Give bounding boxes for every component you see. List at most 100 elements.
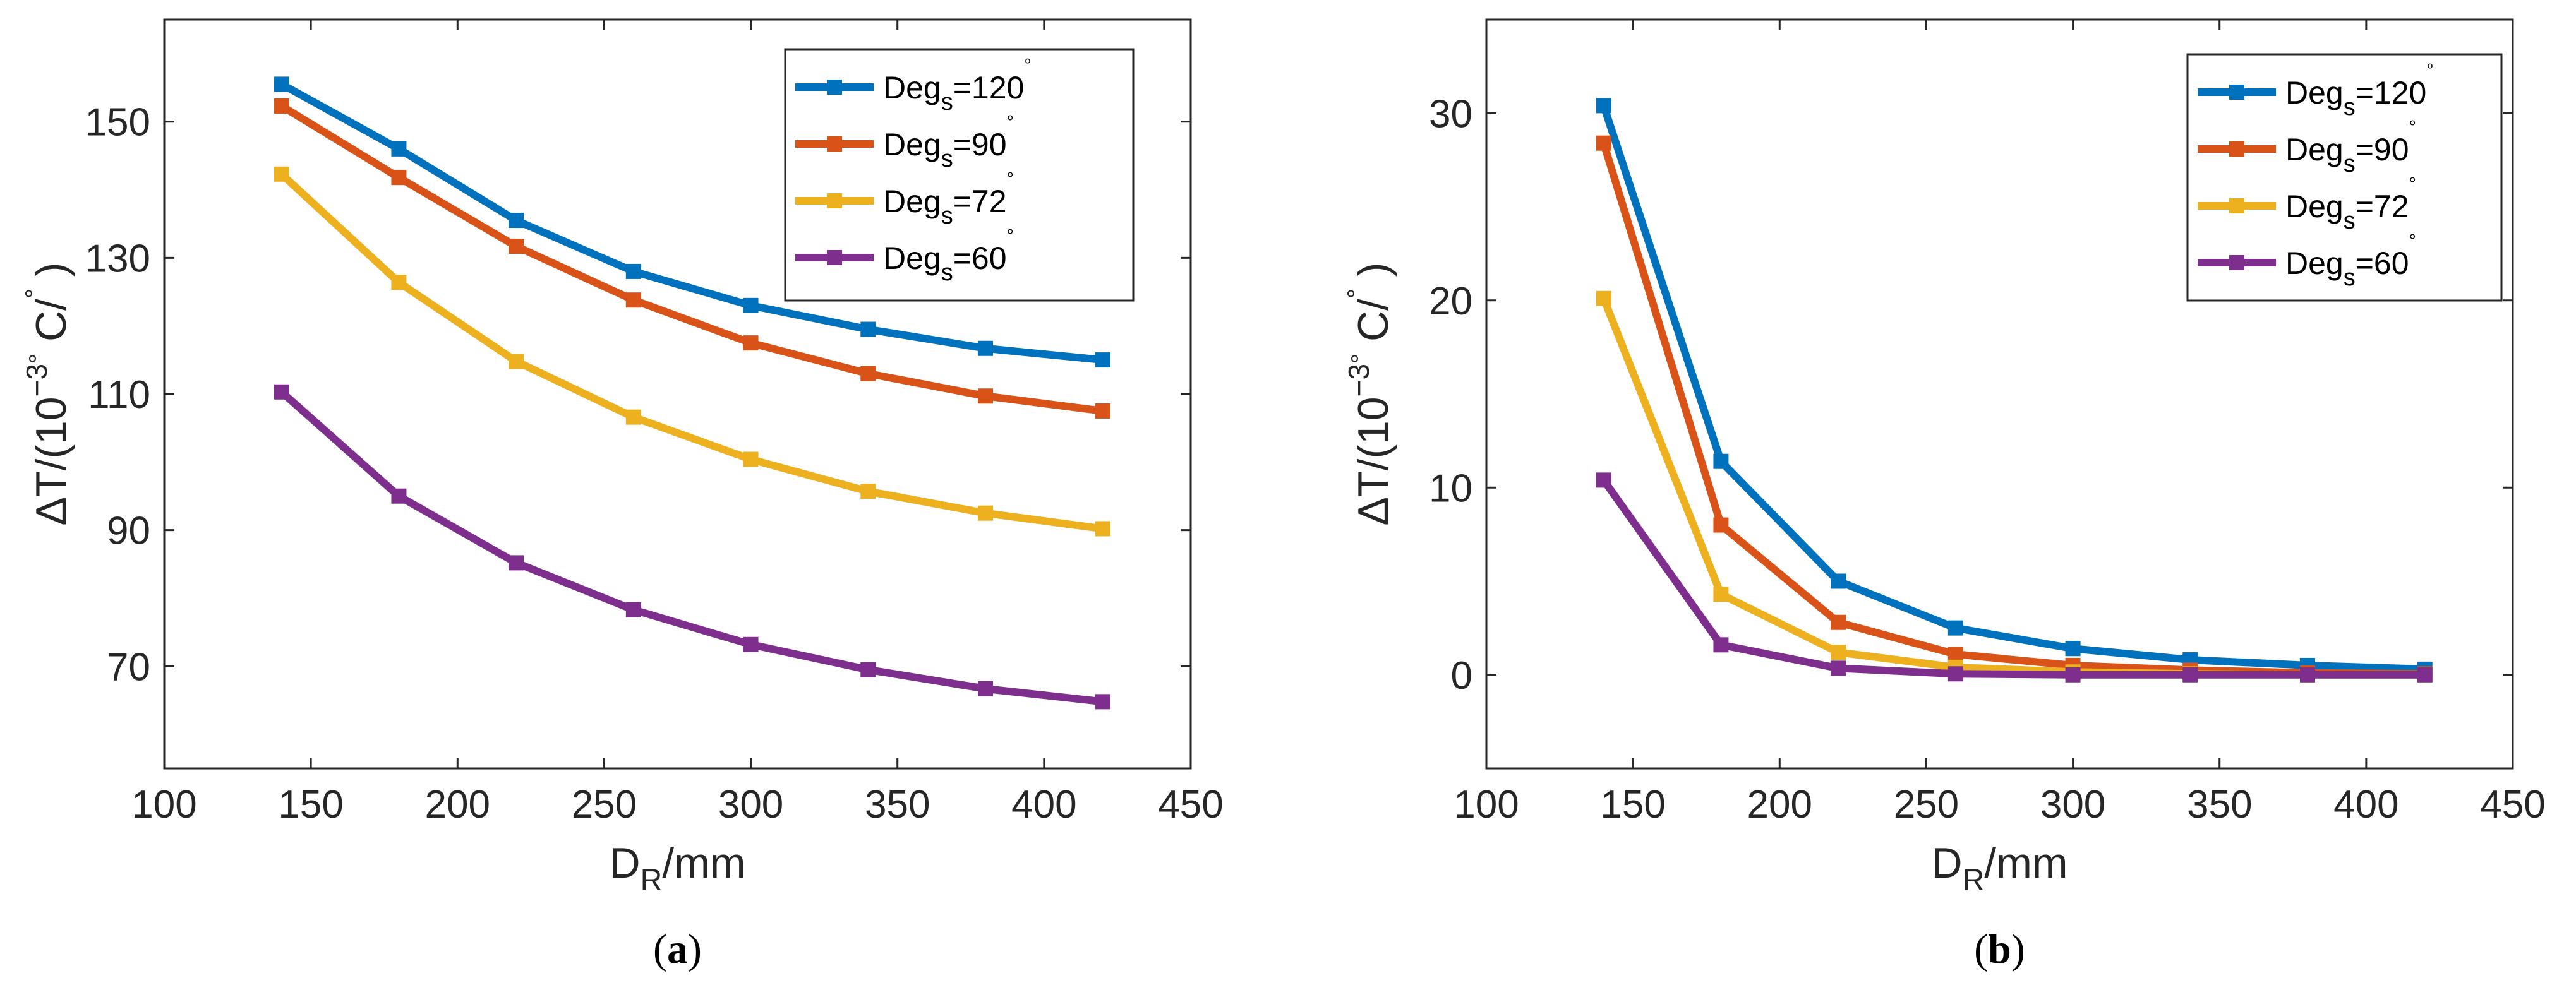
- y-label-base: ΔT/(10: [1349, 397, 1397, 525]
- y-tick-label: 150: [85, 101, 150, 145]
- caption-paren: (: [653, 926, 667, 972]
- x-tick-label: 450: [2480, 783, 2545, 826]
- legend-subscript: s: [941, 203, 953, 229]
- data-point-marker: [2065, 667, 2081, 683]
- caption-letter: a: [667, 926, 688, 972]
- data-point-marker: [860, 662, 876, 677]
- legend-entry-label: Degs=60°: [883, 225, 1014, 286]
- data-point-marker: [743, 297, 759, 313]
- series-line-60: [1600, 477, 2425, 679]
- data-point-marker: [978, 681, 993, 696]
- y-label-base: ΔT/(10: [27, 397, 75, 525]
- legend-swatch-marker: [827, 193, 842, 208]
- legend-base: Deg: [2285, 132, 2344, 167]
- data-point-marker: [1095, 521, 1110, 537]
- x-tick-label: 100: [131, 783, 196, 826]
- legend-degree: °: [2409, 117, 2416, 136]
- y-label-exponent: −3: [20, 364, 53, 397]
- legend-subscript: s: [941, 89, 953, 116]
- caption-letter: b: [1988, 926, 2011, 972]
- x-label-unit: /mm: [1984, 839, 2067, 887]
- caption-paren: ): [688, 926, 702, 972]
- data-point-marker: [391, 275, 407, 290]
- x-tick-label: 400: [1011, 783, 1076, 826]
- legend-swatch-marker: [827, 250, 842, 265]
- data-point-marker: [1095, 403, 1110, 419]
- legend-subscript: s: [2344, 265, 2356, 291]
- data-point-marker: [391, 170, 407, 186]
- data-point-marker: [625, 292, 641, 308]
- x-tick-label: 250: [572, 783, 637, 826]
- data-point-marker: [625, 409, 641, 425]
- legend-base: Deg: [2285, 246, 2344, 281]
- x-label-subscript: R: [641, 864, 663, 897]
- legend-entry-label: Degs=60°: [2285, 230, 2416, 291]
- y-label-unit: C/: [1349, 299, 1397, 354]
- data-point-marker: [978, 388, 993, 404]
- legend-base: Deg: [2285, 189, 2344, 224]
- data-point-marker: [274, 76, 289, 92]
- data-point-marker: [1095, 352, 1110, 368]
- x-axis-label: DR/mm: [1932, 839, 2068, 897]
- data-point-marker: [2300, 667, 2315, 683]
- legend-swatch-marker: [827, 136, 842, 152]
- legend-entry-label: Degs=90°: [883, 112, 1014, 172]
- data-point-marker: [860, 366, 876, 381]
- x-tick-label: 250: [1894, 783, 1959, 826]
- legend-degree: °: [1007, 169, 1014, 188]
- legend: Degs=120°Degs=90°Degs=72°Degs=60°: [784, 48, 1135, 302]
- data-point-marker: [274, 166, 289, 182]
- chart-panel-b: 100 150 200 250 300 350 400 450 0 10 20 30 DR/mm ΔT/(…: [1342, 18, 2546, 972]
- y-label-degree: °: [21, 289, 49, 299]
- legend-entry-label: Degs=90°: [2285, 117, 2416, 177]
- y-tick-label: 70: [107, 645, 150, 689]
- data-point-marker: [274, 384, 289, 400]
- data-point-marker: [1831, 573, 1846, 589]
- data-point-marker: [1947, 666, 1963, 682]
- x-axis-label: DR/mm: [610, 839, 746, 897]
- data-point-marker: [2065, 641, 2081, 657]
- legend-base: Deg: [2285, 75, 2344, 110]
- legend-degree: °: [2409, 174, 2416, 193]
- data-point-marker: [1713, 587, 1729, 602]
- data-point-marker: [743, 451, 759, 467]
- x-label-base: D: [610, 839, 641, 887]
- x-tick-label: 100: [1454, 783, 1519, 826]
- data-point-marker: [509, 213, 524, 229]
- x-tick-label: 200: [1747, 783, 1812, 826]
- data-point-marker: [1831, 660, 1846, 676]
- caption-paren: (: [1974, 926, 1988, 972]
- legend-swatch-marker: [2229, 255, 2244, 270]
- y-tick-label: 0: [1451, 654, 1472, 698]
- legend-swatch-marker: [2229, 85, 2244, 100]
- legend-subscript: s: [2344, 151, 2356, 177]
- y-axis-label: ΔT/(10−3° C/° ): [20, 262, 75, 525]
- legend-degree: °: [1007, 112, 1014, 131]
- series-line-72: [279, 171, 1104, 533]
- x-tick-label: 300: [2040, 783, 2105, 826]
- y-tick-label: 110: [88, 373, 150, 417]
- data-point-marker: [625, 263, 641, 279]
- legend-entry-label: Degs=72°: [2285, 174, 2416, 234]
- data-point-marker: [1947, 620, 1963, 636]
- legend-value: =120: [953, 70, 1025, 105]
- data-point-marker: [509, 354, 524, 369]
- legend-degree: °: [2409, 230, 2416, 250]
- legend-value: =120: [2356, 75, 2427, 110]
- legend-subscript: s: [2344, 208, 2356, 234]
- data-point-marker: [1947, 647, 1963, 662]
- data-point-marker: [1831, 614, 1846, 630]
- chart-panel-a: 100 150 200 250 300 350 400 450 70 90 110 130 150 DR/…: [20, 18, 1224, 972]
- legend-value: =60: [953, 241, 1007, 276]
- x-label-unit: /mm: [662, 839, 745, 887]
- data-point-marker: [625, 602, 641, 617]
- legend-base: Deg: [883, 70, 941, 105]
- data-point-marker: [1596, 98, 1611, 114]
- legend-degree: °: [2426, 60, 2433, 80]
- y-label-degree: °: [25, 354, 52, 364]
- data-point-marker: [1713, 637, 1729, 653]
- panel-caption: (a): [653, 926, 702, 972]
- y-tick-label: 130: [85, 237, 150, 280]
- x-label-subscript: R: [1963, 864, 1985, 897]
- legend-degree: °: [1024, 55, 1031, 75]
